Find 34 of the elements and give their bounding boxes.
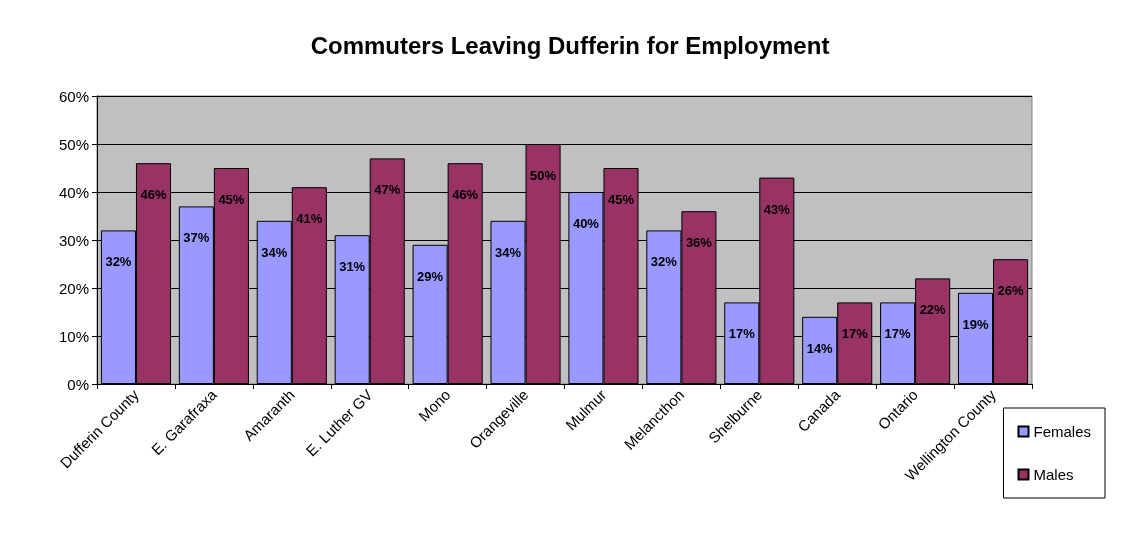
data-label: 45% <box>218 192 245 207</box>
data-label: 29% <box>417 268 444 284</box>
data-label: 17% <box>884 326 912 342</box>
y-tick-label: 60% <box>58 87 89 105</box>
data-label: 50% <box>530 168 557 183</box>
data-label: 14% <box>806 340 834 356</box>
data-label: 40% <box>572 216 600 231</box>
data-label: 31% <box>339 259 366 275</box>
data-label: 19% <box>962 316 989 332</box>
y-tick-label: 10% <box>58 327 89 345</box>
data-label: 32% <box>105 254 132 270</box>
data-label: 37% <box>183 230 210 246</box>
y-tick-label: 30% <box>58 231 89 249</box>
y-tick-label: 20% <box>58 279 89 297</box>
data-label: 41% <box>296 211 323 227</box>
chart-title: Commuters Leaving Dufferin for Employment <box>310 31 830 59</box>
data-label: 45% <box>607 192 635 207</box>
y-tick-label: 50% <box>58 135 89 153</box>
data-label: 47% <box>374 182 401 198</box>
data-label: 17% <box>728 326 756 342</box>
y-tick-label: 40% <box>58 183 89 201</box>
data-label: 46% <box>140 187 167 203</box>
data-label: 36% <box>685 235 713 251</box>
data-label: 34% <box>494 244 522 260</box>
data-label: 43% <box>763 201 791 217</box>
data-label: 26% <box>997 283 1025 299</box>
legend-label: Males <box>1033 466 1074 483</box>
y-tick-label: 0% <box>67 375 89 393</box>
legend-label: Females <box>1033 423 1092 440</box>
data-label: 32% <box>650 254 678 270</box>
data-label: 22% <box>919 302 947 318</box>
data-label: 34% <box>261 244 288 260</box>
data-label: 46% <box>452 187 479 203</box>
data-label: 17% <box>841 326 869 342</box>
